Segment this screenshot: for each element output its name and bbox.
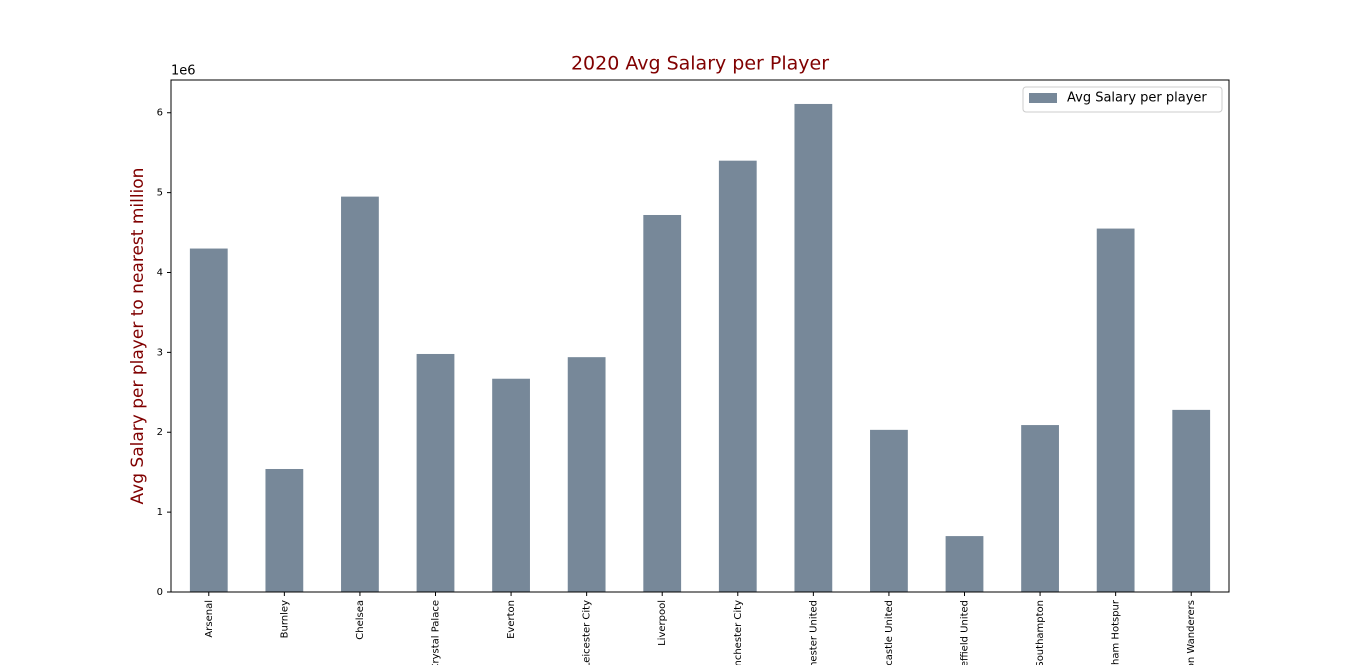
x-tick-label: Newcastle United [884,600,895,665]
x-tick-label: Arsenal [204,600,215,638]
bar [794,103,833,592]
bar [1096,228,1135,592]
legend-swatch [1029,93,1057,103]
x-tick-label: Tottenham Hotspur [1111,599,1122,665]
x-tick-label: Chelsea [355,600,366,640]
x-tick-label: Manchester United [808,600,819,665]
bar [416,353,455,592]
x-tick-label: Southampton [1035,600,1046,665]
bar [643,214,682,592]
x-tick-label: Burnley [279,600,290,638]
y-tick-label: 4 [157,267,163,278]
y-tick-label: 5 [157,188,163,199]
bar [945,536,984,592]
y-tick-label: 2 [157,427,163,438]
x-tick-label: Sheffield United [960,600,971,665]
y-tick-label: 3 [157,347,163,358]
y-tick-label: 6 [157,108,163,119]
bar [189,248,228,592]
y-tick-label: 0 [157,587,163,598]
y-axis-label: Avg Salary per player to nearest million [128,168,148,505]
legend-label: Avg Salary per player [1067,91,1207,106]
y-offset-text: 1e6 [171,64,196,79]
x-tick-label: Liverpool [657,600,668,646]
x-tick-label: Leicester City [582,600,593,665]
x-tick-label: Crystal Palace [431,600,442,665]
bar [1021,425,1059,592]
x-tick-label: Everton [506,600,517,639]
chart-title: 2020 Avg Salary per Player [571,53,829,75]
x-tick-label: Manchester City [733,600,744,665]
bar [492,378,530,592]
bar [718,160,757,592]
bar [567,357,606,592]
bar [1172,409,1211,592]
x-tick-label: Wolverhampton Wanderers [1186,600,1197,665]
legend-box [1022,86,1223,113]
bar [265,468,304,592]
bar [341,196,379,592]
plot-frame [170,79,1230,593]
bar [870,429,908,592]
y-tick-label: 1 [157,507,163,518]
